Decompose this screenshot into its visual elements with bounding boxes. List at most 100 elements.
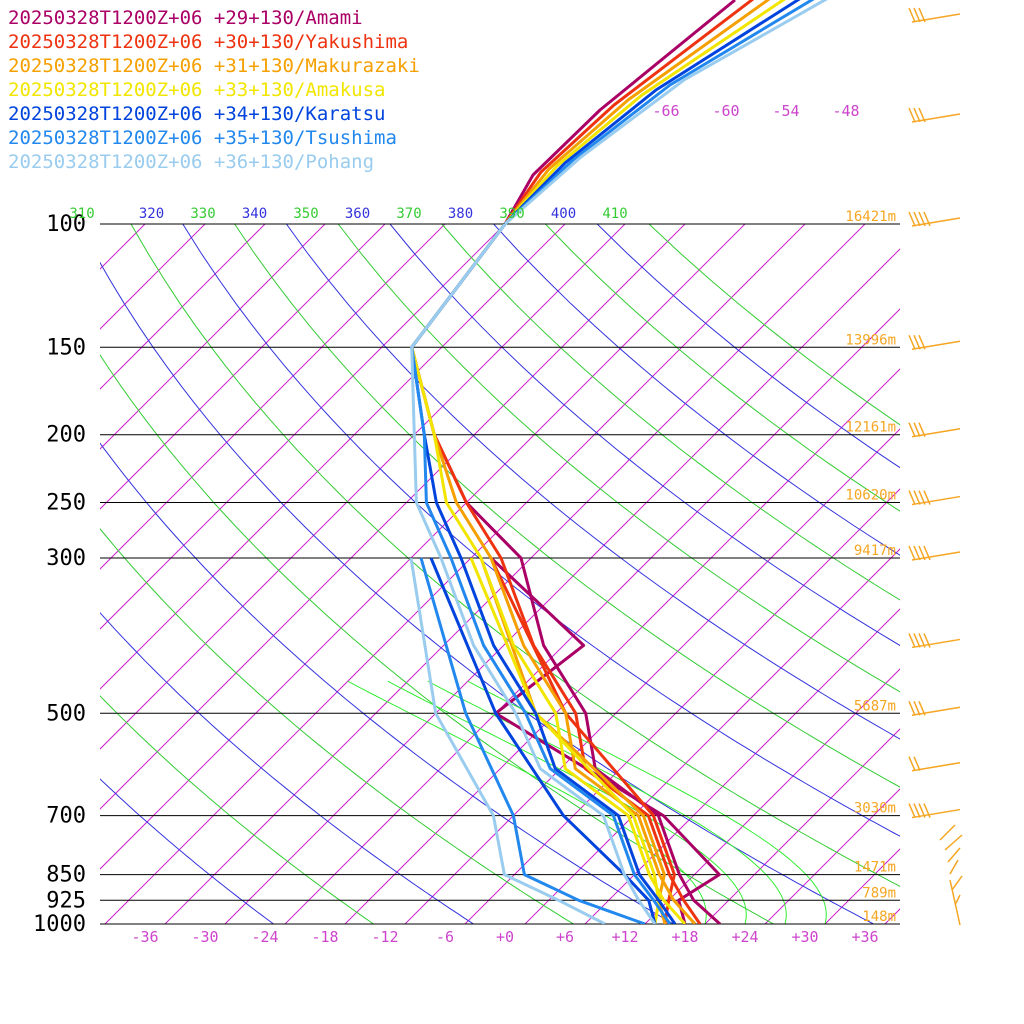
wind-barb-flag bbox=[908, 422, 916, 438]
wind-barb-surface bbox=[939, 824, 963, 926]
dry-adiabat-line bbox=[100, 442, 674, 924]
theta-label: 330 bbox=[190, 206, 215, 222]
temperature-tick-label: -30 bbox=[191, 928, 218, 946]
isotherm-line bbox=[164, 224, 866, 924]
wind-barb-flag bbox=[908, 756, 916, 772]
pressure-tick-label: 300 bbox=[46, 546, 86, 571]
dry-adiabat-line bbox=[441, 224, 900, 601]
temperature-trace bbox=[410, 224, 697, 924]
theta-label: 340 bbox=[242, 206, 267, 222]
upper-trace bbox=[503, 0, 801, 226]
legend-entry: 20250328T1200Z+06 +29+130/Amami bbox=[8, 7, 363, 29]
isotherm-line bbox=[404, 428, 900, 924]
isotherm-line bbox=[1005, 224, 1024, 924]
height-label: 12161m bbox=[845, 420, 896, 436]
isotherm-line bbox=[764, 788, 900, 924]
legend: 20250328T1200Z+06 +29+130/Amami20250328T… bbox=[8, 7, 420, 173]
temperature-trace bbox=[410, 224, 672, 924]
dewpoint-trace bbox=[429, 557, 657, 924]
isotherm-line bbox=[524, 548, 900, 924]
wind-barb-flag bbox=[918, 7, 926, 23]
theta-label: 380 bbox=[448, 206, 473, 222]
temperature-tick-label: +6 bbox=[556, 928, 574, 946]
wind-barb-flag bbox=[923, 803, 931, 818]
temperature-trace bbox=[410, 224, 687, 924]
upper-isotherm-label: -54 bbox=[772, 102, 799, 120]
dewpoint-trace bbox=[489, 556, 721, 924]
wind-barb-flag bbox=[913, 756, 921, 772]
temperature-tick-label: +24 bbox=[731, 928, 758, 946]
wind-barb-flag bbox=[913, 211, 921, 227]
pressure-tick-label: 1000 bbox=[33, 912, 86, 937]
legend-entry: 20250328T1200Z+06 +33+130/Amakusa bbox=[8, 79, 386, 101]
height-label: 10620m bbox=[845, 488, 896, 504]
legend-entry: 20250328T1200Z+06 +36+130/Pohang bbox=[8, 151, 374, 173]
theta-label: 310 bbox=[69, 206, 94, 222]
isotherm-line bbox=[644, 668, 900, 924]
wind-barb-flag bbox=[913, 633, 921, 648]
wind-barb-flag bbox=[908, 211, 916, 227]
dewpoint-trace bbox=[409, 557, 606, 924]
dry-adiabat-line bbox=[100, 778, 274, 924]
dry-adiabat-line bbox=[337, 224, 900, 693]
pressure-tick-label: 200 bbox=[46, 423, 86, 448]
isotherm-line bbox=[100, 224, 386, 510]
isotherm-line bbox=[100, 224, 686, 810]
wind-barb-flag bbox=[908, 107, 916, 123]
legend-entry: 20250328T1200Z+06 +31+130/Makurazaki bbox=[8, 55, 420, 77]
isotherm-line bbox=[100, 224, 326, 450]
isotherm-line bbox=[100, 224, 206, 330]
wind-barbs bbox=[908, 7, 963, 926]
wind-barb-flag bbox=[918, 700, 926, 716]
sounding-traces bbox=[409, 224, 722, 924]
wind-barb-flag bbox=[918, 490, 926, 505]
isotherm-line bbox=[344, 368, 900, 924]
wind-barb-flag bbox=[918, 211, 926, 227]
wind-barb-flag bbox=[913, 803, 921, 818]
wind-barb-flag bbox=[923, 545, 931, 561]
theta-label: 350 bbox=[293, 206, 318, 222]
legend-entry: 20250328T1200Z+06 +34+130/Karatsu bbox=[8, 103, 386, 125]
upper-traces bbox=[503, 0, 828, 226]
temperature-tick-label: -36 bbox=[131, 928, 158, 946]
temperature-tick-label: +36 bbox=[851, 928, 878, 946]
wind-barb-flag bbox=[913, 422, 921, 438]
wind-barb-flag bbox=[908, 334, 916, 350]
height-label: 789m bbox=[862, 885, 896, 901]
wind-barb-flag bbox=[913, 545, 921, 561]
wind-barb-flag bbox=[908, 545, 916, 561]
wind-barb-flag bbox=[923, 211, 931, 227]
wind-barb-flag bbox=[908, 7, 916, 23]
temperature-tick-label: -6 bbox=[436, 928, 454, 946]
wind-barb-flag bbox=[918, 633, 926, 648]
upper-isotherm-label: -60 bbox=[712, 102, 739, 120]
height-label: 5687m bbox=[854, 698, 896, 714]
upper-trace bbox=[503, 0, 815, 226]
wind-barb-flag bbox=[913, 490, 921, 505]
legend-entry: 20250328T1200Z+06 +30+130/Yakushima bbox=[8, 31, 408, 53]
upper-isotherm-label: -66 bbox=[652, 102, 679, 120]
isotherm-line bbox=[945, 224, 1024, 924]
wind-barb-flag bbox=[908, 700, 916, 716]
wind-barb-flag bbox=[913, 334, 921, 350]
upper-trace bbox=[504, 0, 828, 226]
height-label: 3030m bbox=[854, 801, 896, 817]
isotherm-line bbox=[100, 224, 446, 570]
pressure-tick-label: 500 bbox=[46, 701, 86, 726]
wind-barb-flag bbox=[923, 490, 931, 505]
dry-adiabat-line bbox=[130, 224, 900, 887]
isotherm-line bbox=[584, 608, 900, 924]
temperature-tick-label: -12 bbox=[371, 928, 398, 946]
wind-barb-flag bbox=[908, 803, 916, 818]
pressure-tick-label: 700 bbox=[46, 804, 86, 829]
upper-trace bbox=[503, 0, 755, 225]
isotherm-line bbox=[704, 728, 900, 924]
wind-barb-flag bbox=[923, 633, 931, 648]
upper-trace bbox=[503, 0, 786, 226]
pressure-tick-label: 100 bbox=[46, 212, 86, 237]
wind-barb-flag bbox=[918, 334, 926, 350]
pressure-tick-label: 850 bbox=[46, 863, 86, 888]
isotherm-line bbox=[284, 308, 900, 924]
